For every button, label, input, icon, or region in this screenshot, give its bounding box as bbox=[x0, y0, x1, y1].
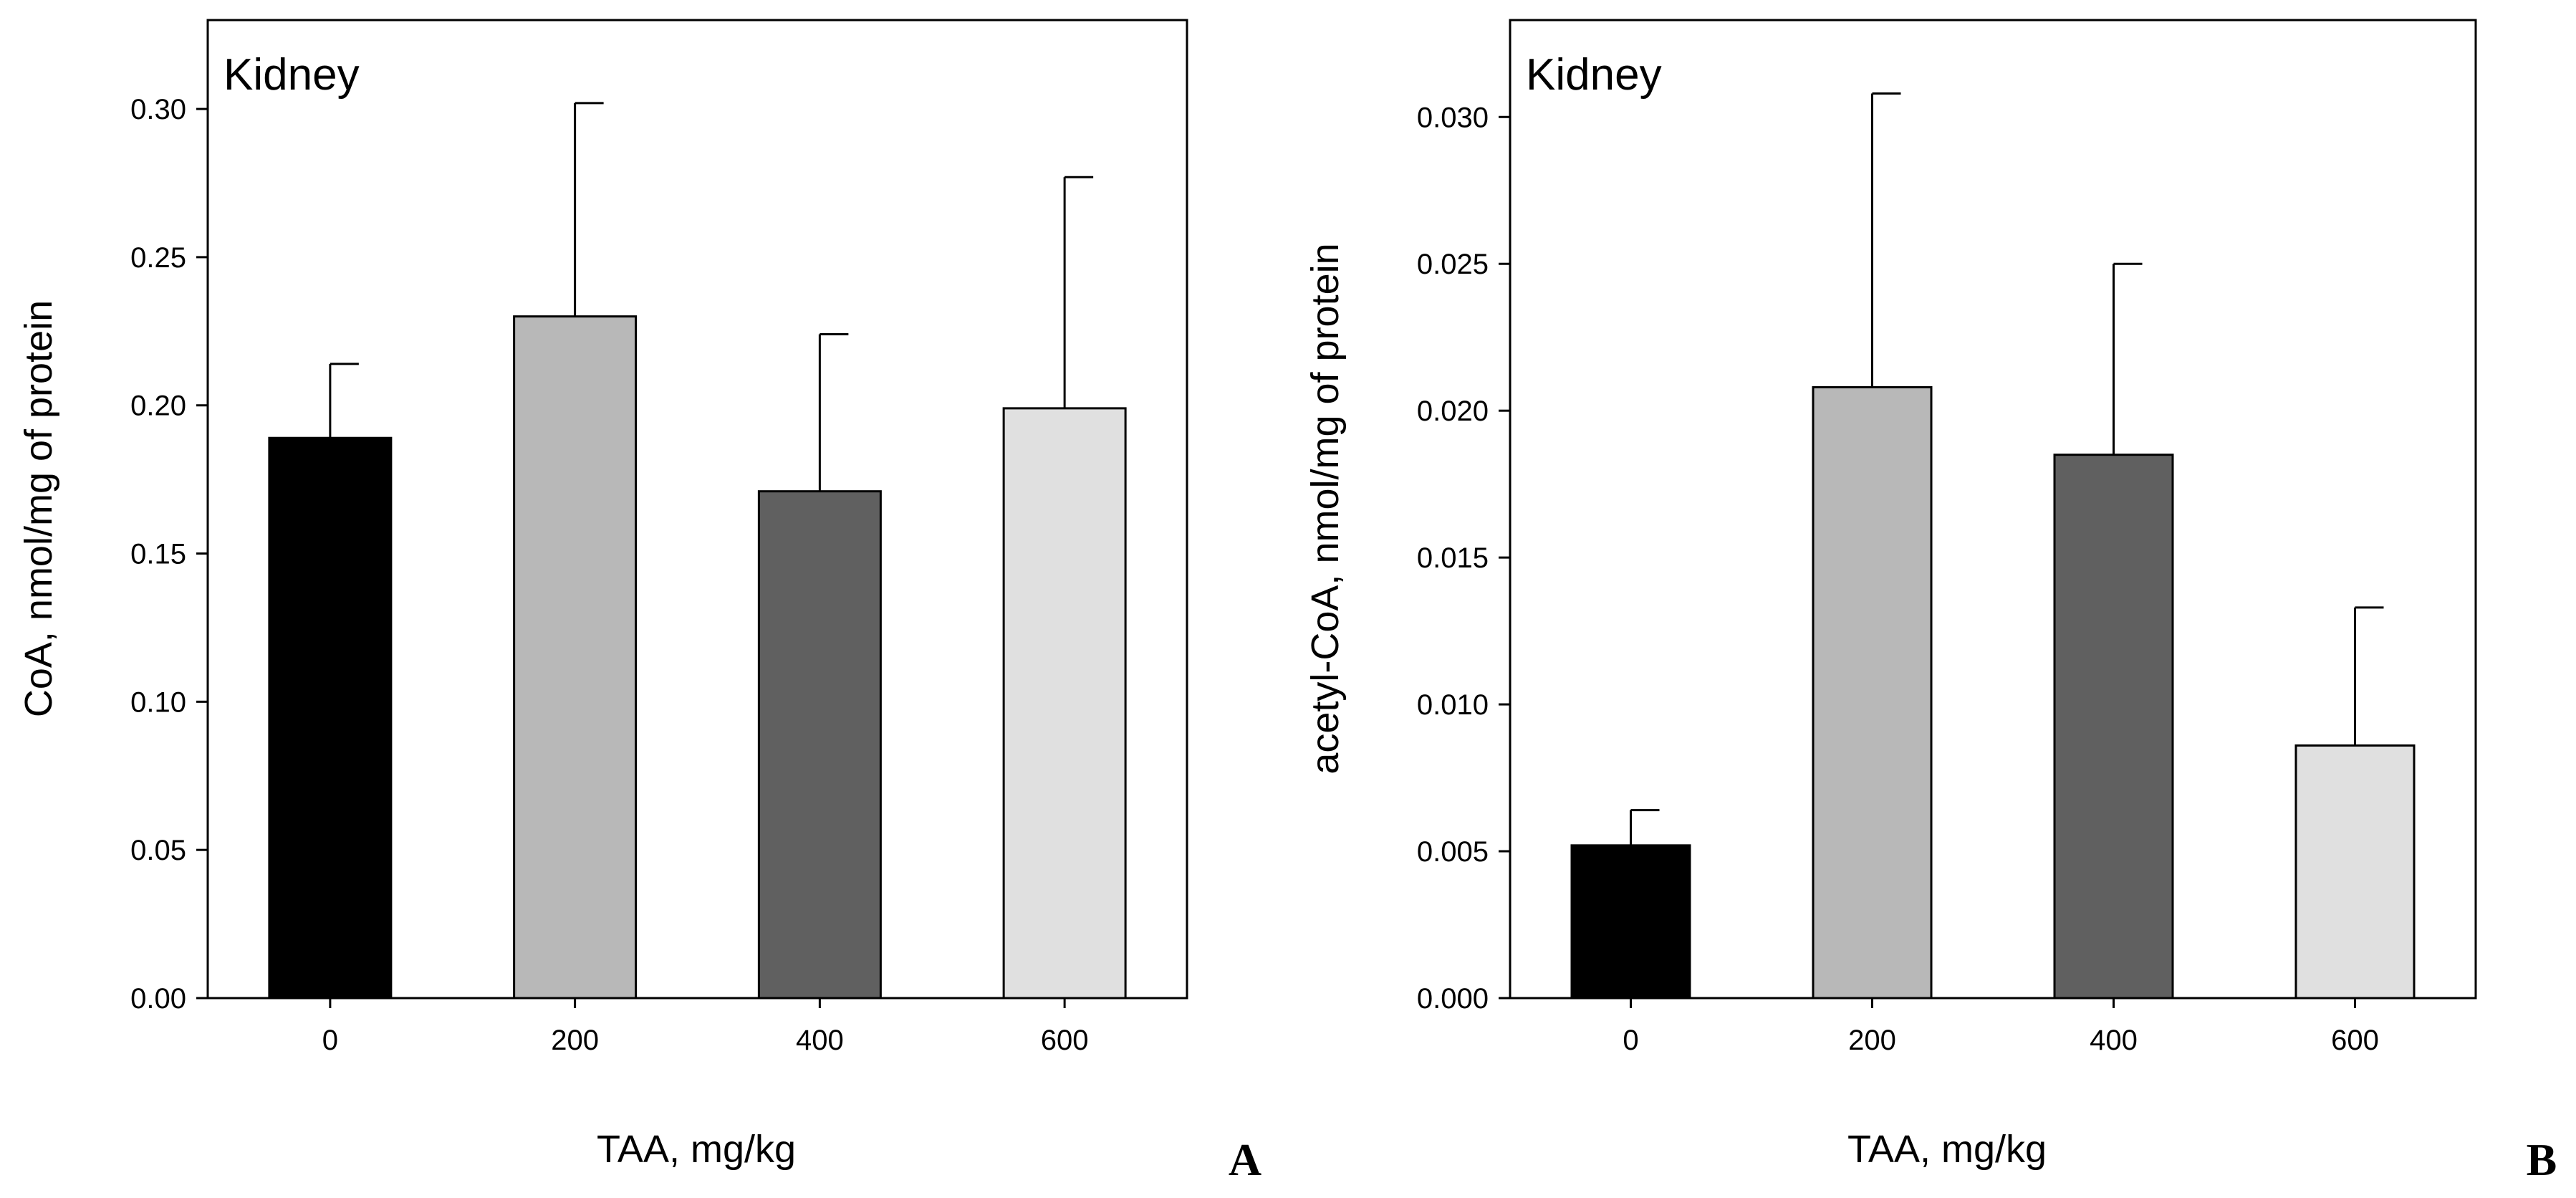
x-tick-label: 400 bbox=[796, 1025, 844, 1056]
y-tick-label: 0.25 bbox=[130, 242, 186, 274]
bar bbox=[2053, 454, 2174, 1000]
x-tick-label: 400 bbox=[2090, 1025, 2138, 1056]
panel-label: B bbox=[2527, 1134, 2557, 1185]
y-tick-label: 0.010 bbox=[1417, 689, 1489, 721]
y-tick-label: 0.015 bbox=[1417, 542, 1489, 574]
y-tick-label: 0.005 bbox=[1417, 836, 1489, 868]
x-tick-label: 0 bbox=[322, 1025, 338, 1056]
bar bbox=[757, 490, 882, 1000]
bar bbox=[2294, 744, 2416, 1000]
y-tick-label: 0.30 bbox=[130, 94, 186, 125]
bar bbox=[1812, 385, 1933, 1000]
plot-frame bbox=[1509, 19, 2477, 1000]
x-tick-label: 600 bbox=[1041, 1025, 1089, 1056]
y-axis-title: acetyl-CoA, nmol/mg of protein bbox=[1304, 243, 1347, 774]
bar bbox=[513, 315, 638, 1000]
chart-panel-a: Kidney CoA, nmol/mg of protein TAA, mg/k… bbox=[17, 19, 1261, 1185]
y-axis-title: CoA, nmol/mg of protein bbox=[17, 300, 60, 717]
bar bbox=[1570, 844, 1691, 1000]
y-tick-label: 0.030 bbox=[1417, 102, 1489, 133]
chart-title: Kidney bbox=[224, 50, 360, 100]
y-tick-label: 0.00 bbox=[130, 983, 186, 1015]
y-tick-label: 0.000 bbox=[1417, 983, 1489, 1015]
x-tick-label: 200 bbox=[1848, 1025, 1896, 1056]
panel-label: A bbox=[1229, 1134, 1261, 1185]
chart-panel-b: Kidney acetyl-CoA, nmol/mg of protein TA… bbox=[1304, 19, 2557, 1185]
bar bbox=[268, 436, 393, 1000]
y-tick-label: 0.05 bbox=[130, 835, 186, 866]
x-tick-label: 600 bbox=[2331, 1025, 2379, 1056]
plot-frame bbox=[206, 19, 1188, 1000]
x-tick-label: 200 bbox=[551, 1025, 599, 1056]
x-axis-title: TAA, mg/kg bbox=[1847, 1128, 2047, 1171]
y-tick-label: 0.10 bbox=[130, 686, 186, 718]
y-tick-label: 0.025 bbox=[1417, 249, 1489, 280]
chart-title: Kidney bbox=[1526, 50, 1662, 100]
y-tick-label: 0.20 bbox=[130, 390, 186, 422]
x-axis-title: TAA, mg/kg bbox=[597, 1128, 796, 1171]
bar bbox=[1002, 407, 1127, 1000]
y-tick-label: 0.15 bbox=[130, 539, 186, 570]
y-tick-label: 0.020 bbox=[1417, 396, 1489, 427]
x-tick-label: 0 bbox=[1623, 1025, 1638, 1056]
